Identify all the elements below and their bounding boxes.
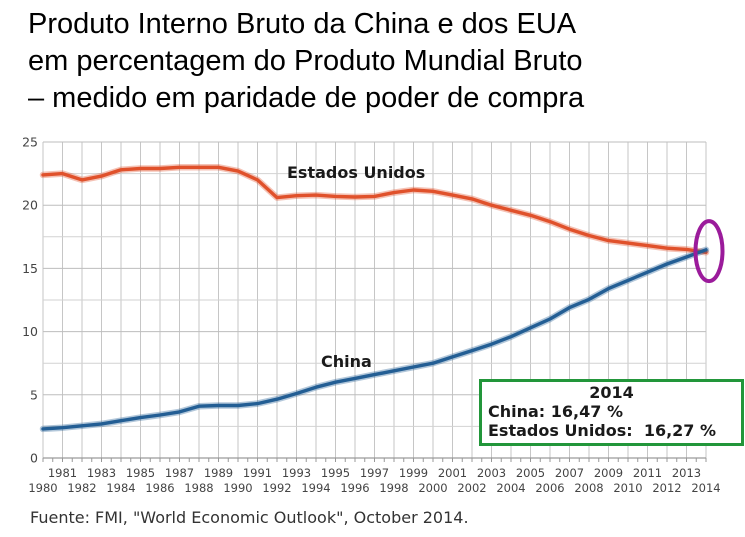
x-tick-label: 1992: [262, 481, 291, 495]
x-tick-label: 2006: [535, 481, 564, 495]
axis-ticks: [42, 457, 707, 462]
x-tick-label: 1995: [321, 466, 350, 480]
data-series-lines: [39, 164, 710, 433]
title-line-3: – medido em paridade de poder de compra: [28, 82, 585, 114]
x-tick-label: 2013: [672, 466, 701, 480]
y-tick-label: 15: [22, 261, 38, 276]
x-tick-label: 2007: [555, 466, 584, 480]
chart-title: Produto Interno Bruto da China e dos EUA…: [28, 6, 584, 117]
us-series-line: [41, 165, 708, 255]
x-tick-label: 2004: [496, 481, 525, 495]
x-tick-label: 2012: [652, 481, 681, 495]
x-tick-label: 2010: [613, 481, 642, 495]
x-tick-label: 1980: [28, 481, 57, 495]
y-tick-label: 0: [30, 451, 38, 466]
x-tick-label: 1993: [282, 466, 311, 480]
title-line-1: Produto Interno Bruto da China e dos EUA: [28, 8, 577, 40]
x-tick-label: 2008: [574, 481, 603, 495]
x-tick-label: 1981: [48, 466, 77, 480]
x-tick-label: 1986: [145, 481, 174, 495]
x-tick-label: 2009: [594, 466, 623, 480]
annotation-year: 2014: [589, 383, 634, 402]
china-series-label: China: [321, 352, 372, 371]
y-tick-label: 20: [22, 198, 38, 213]
x-tick-label: 1988: [184, 481, 213, 495]
x-tick-label: 2011: [633, 466, 662, 480]
x-tick-label: 2003: [477, 466, 506, 480]
x-tick-label: 1991: [243, 466, 272, 480]
annotation-china-value: China: 16,47 %: [488, 402, 623, 421]
x-tick-label: 2005: [516, 466, 545, 480]
x-tick-label: 1984: [106, 481, 135, 495]
x-tick-label: 1994: [301, 481, 330, 495]
annotation-box: 2014 China: 16,47 % Estados Unidos: 16,2…: [479, 379, 744, 446]
x-tick-label: 1990: [223, 481, 252, 495]
china-series-line: [41, 248, 708, 431]
x-tick-label: 2002: [457, 481, 486, 495]
y-tick-label: 10: [22, 324, 38, 339]
x-tick-label: 2014: [691, 481, 720, 495]
x-tick-label: 1999: [399, 466, 428, 480]
axis-tick-labels: 0510152025198019811982198319841985198619…: [22, 135, 721, 496]
x-tick-label: 2001: [438, 466, 467, 480]
source-note: Fuente: FMI, "World Economic Outlook", O…: [30, 508, 469, 527]
y-tick-label: 5: [30, 387, 38, 402]
x-tick-label: 1983: [87, 466, 116, 480]
x-tick-label: 1985: [126, 466, 155, 480]
highlight-ellipse: [693, 219, 725, 284]
annotation-us-value: Estados Unidos: 16,27 %: [488, 421, 717, 440]
title-line-2: em percentagem do Produto Mundial Bruto: [28, 45, 583, 77]
x-tick-label: 1989: [204, 466, 233, 480]
x-tick-label: 1996: [340, 481, 369, 495]
x-tick-label: 1982: [67, 481, 96, 495]
x-tick-label: 1997: [360, 466, 389, 480]
us-series-label: Estados Unidos: [287, 163, 426, 182]
y-tick-label: 25: [22, 135, 38, 150]
x-tick-label: 1998: [379, 481, 408, 495]
x-tick-label: 2000: [418, 481, 447, 495]
x-tick-label: 1987: [165, 466, 194, 480]
